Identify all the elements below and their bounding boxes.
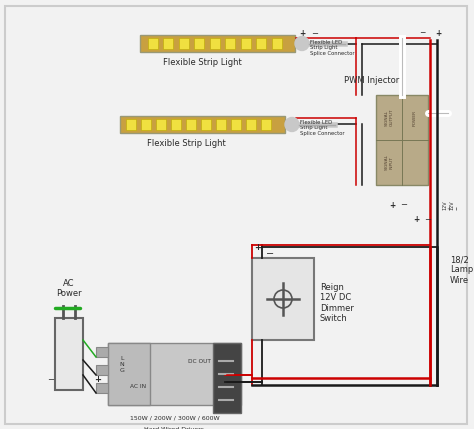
Text: SIGNAL
OUTPUT: SIGNAL OUTPUT	[385, 109, 393, 126]
Bar	[140, 35, 295, 52]
Bar	[210, 38, 220, 49]
Text: +: +	[413, 215, 419, 224]
Bar	[96, 383, 108, 393]
Bar	[241, 38, 251, 49]
Bar	[194, 38, 204, 49]
Bar	[120, 116, 285, 133]
Bar	[148, 38, 158, 49]
Text: −: −	[425, 215, 431, 224]
Bar	[96, 347, 108, 357]
Bar	[226, 38, 236, 49]
Text: DC OUT: DC OUT	[188, 359, 210, 364]
Bar	[213, 343, 241, 413]
Text: −: −	[266, 249, 274, 259]
Ellipse shape	[295, 36, 309, 51]
Text: +: +	[299, 30, 305, 39]
Text: +: +	[94, 375, 101, 384]
Text: −: −	[401, 200, 408, 209]
Bar	[126, 119, 136, 130]
Bar	[108, 343, 241, 405]
Text: −: −	[311, 30, 319, 39]
Bar	[156, 119, 166, 130]
Ellipse shape	[285, 118, 299, 132]
Text: +: +	[435, 28, 441, 37]
Bar	[55, 318, 83, 390]
Bar	[216, 119, 226, 130]
Text: Flexible Strip Light: Flexible Strip Light	[163, 58, 241, 67]
Bar	[261, 119, 271, 130]
Bar	[201, 119, 211, 130]
Text: −: −	[47, 375, 55, 384]
Text: AC
Power: AC Power	[56, 278, 82, 298]
Bar	[186, 119, 196, 130]
Text: Flexible Strip Light: Flexible Strip Light	[146, 139, 225, 148]
Bar	[272, 38, 282, 49]
Text: POWER: POWER	[413, 109, 417, 126]
Bar	[141, 119, 151, 130]
Text: 150W / 200W / 300W / 600W: 150W / 200W / 300W / 600W	[130, 415, 219, 420]
Text: +: +	[255, 244, 262, 253]
Bar	[246, 119, 256, 130]
Text: Hard-Wired Drivers: Hard-Wired Drivers	[145, 427, 204, 429]
Text: Flexible LED
Strip Light
Splice Connector: Flexible LED Strip Light Splice Connecto…	[310, 40, 355, 56]
Bar	[376, 95, 428, 185]
Text: Flexible LED
Strip Light
Splice Connector: Flexible LED Strip Light Splice Connecto…	[300, 120, 345, 136]
Text: L
N
G: L N G	[119, 356, 125, 373]
Text: 18/2
Lamp
Wire: 18/2 Lamp Wire	[450, 255, 473, 285]
Text: 12V
−: 12V −	[449, 200, 460, 210]
Bar	[252, 258, 314, 340]
Text: 12V
+: 12V +	[442, 200, 453, 210]
Bar	[256, 38, 266, 49]
Bar	[171, 119, 181, 130]
Bar	[96, 365, 108, 375]
Text: PWM Injector: PWM Injector	[345, 76, 400, 85]
Text: SIGNAL
INPUT: SIGNAL INPUT	[385, 154, 393, 170]
Bar	[179, 38, 189, 49]
Text: −: −	[419, 28, 425, 37]
Text: +: +	[389, 200, 395, 209]
Bar	[164, 38, 173, 49]
Text: AC IN: AC IN	[130, 384, 146, 389]
Bar	[108, 343, 150, 405]
Text: Reign
12V DC
Dimmer
Switch: Reign 12V DC Dimmer Switch	[320, 283, 354, 323]
Bar	[231, 119, 241, 130]
